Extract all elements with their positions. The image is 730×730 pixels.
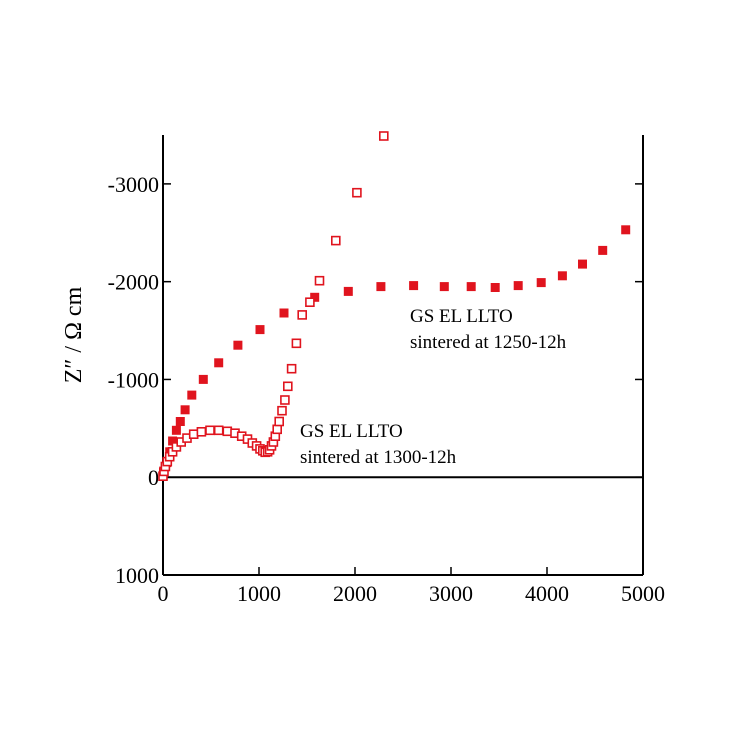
data-point-1300 — [222, 426, 233, 437]
x-tick-label: 1000 — [237, 581, 281, 606]
x-tick-label: 4000 — [525, 581, 569, 606]
data-point-1300 — [171, 442, 182, 452]
annotation-1250: GS EL LLTO sintered at 1250-12h — [410, 306, 567, 353]
annotation-1300-line-1: GS EL LLTO — [300, 421, 403, 442]
y-axis-label: Z″ / Ω cm — [61, 286, 87, 383]
x-tick-label: 5000 — [621, 581, 665, 606]
y-tick-label: -2000 — [108, 270, 159, 295]
data-point-1250 — [168, 436, 178, 446]
data-point-1250 — [233, 340, 243, 350]
data-point-1250 — [198, 374, 208, 384]
data-point-1300 — [196, 426, 207, 437]
data-point-1250 — [180, 405, 190, 415]
data-point-1250 — [513, 281, 523, 291]
data-point-1300 — [272, 424, 283, 435]
y-tick-label: -1000 — [108, 367, 159, 392]
data-point-1250 — [409, 281, 419, 291]
data-point-1250 — [187, 390, 197, 400]
data-point-1250 — [490, 283, 500, 292]
data-point-1250 — [557, 271, 567, 281]
data-point-1250 — [171, 425, 181, 435]
data-point-1250 — [214, 358, 224, 368]
x-tick-label: 3000 — [429, 581, 473, 606]
data-point-1300 — [188, 429, 199, 440]
data-point-1300 — [378, 131, 389, 141]
annotation-1300-line-2: sintered at 1300-12h — [300, 447, 457, 468]
data-point-1250 — [343, 286, 353, 296]
data-point-1300 — [330, 235, 341, 246]
y-tick-label: 1000 — [115, 563, 159, 588]
data-point-1250 — [255, 325, 265, 335]
annotation-1250-line-1: GS EL LLTO — [410, 306, 513, 327]
data-point-1250 — [578, 259, 587, 269]
x-tick-label: 2000 — [333, 581, 377, 606]
data-point-1300 — [352, 187, 362, 198]
data-point-1300 — [305, 297, 315, 308]
data-point-1300 — [297, 310, 308, 320]
y-tick-label: -3000 — [108, 172, 159, 197]
data-point-1250 — [536, 278, 546, 288]
data-point-1250 — [466, 282, 476, 292]
data-point-1300 — [314, 275, 325, 286]
x-tick-label: 0 — [158, 581, 169, 606]
data-point-1250 — [310, 292, 320, 302]
data-point-1250 — [621, 225, 631, 235]
data-point-1300 — [277, 405, 287, 416]
data-point-1300 — [286, 363, 297, 374]
data-point-1300 — [213, 425, 224, 436]
annotation-1250-line-2: sintered at 1250-12h — [410, 332, 567, 353]
y-tick-label: 0 — [148, 465, 159, 490]
data-point-1250 — [279, 308, 289, 318]
data-point-1250 — [439, 282, 449, 292]
data-point-1300 — [291, 338, 302, 349]
data-point-1300 — [205, 425, 215, 436]
annotation-1300: GS EL LLTO sintered at 1300-12h — [300, 421, 457, 468]
data-point-1300 — [274, 416, 285, 427]
data-point-1300 — [280, 395, 290, 405]
data-point-1250 — [598, 245, 608, 255]
data-point-1250 — [175, 417, 185, 426]
data-point-1300 — [282, 381, 293, 392]
data-point-1250 — [376, 282, 386, 292]
